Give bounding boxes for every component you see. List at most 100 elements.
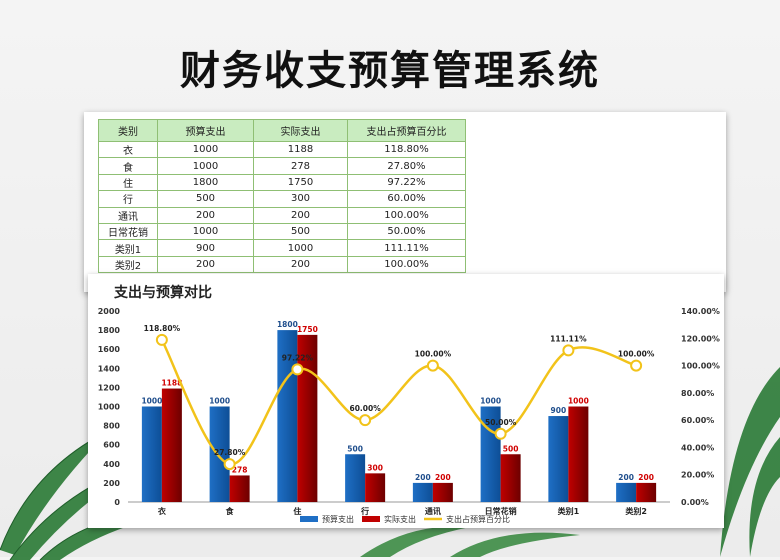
percent-data-label: 27.80% xyxy=(214,448,246,457)
table-row: 食 1000 278 27.80% xyxy=(98,157,466,175)
budget-data-label: 1800 xyxy=(277,320,298,329)
row-actual: 1750 xyxy=(253,173,348,192)
percent-data-label: 60.00% xyxy=(350,404,382,413)
row-percent: 100.00% xyxy=(347,255,466,274)
percent-data-label: 118.80% xyxy=(144,324,181,333)
actual-bar xyxy=(636,482,657,502)
row-category: 类别1 xyxy=(98,239,158,257)
actual-bar xyxy=(432,482,453,502)
row-category: 住 xyxy=(98,173,158,192)
header-actual: 实际支出 xyxy=(253,119,348,142)
row-actual: 500 xyxy=(253,222,348,241)
x-axis-category-label: 衣 xyxy=(158,506,166,516)
y-axis-tick-label: 800 xyxy=(103,422,120,431)
legend-swatch xyxy=(300,516,318,522)
y-axis-tick-label: 2000 xyxy=(98,307,121,316)
chart-card: 支出与预算对比 0 200 400 600 800 1000 1200 1400 1600 1800… xyxy=(88,274,724,528)
row-category: 行 xyxy=(98,190,158,208)
budget-data-label: 1000 xyxy=(480,397,501,406)
row-category: 食 xyxy=(98,157,158,175)
row-category: 日常花销 xyxy=(98,222,158,241)
row-budget: 1000 xyxy=(157,222,254,241)
y2-axis-tick-label: 100.00% xyxy=(681,362,720,371)
legend-label: 预算支出 xyxy=(322,514,354,524)
row-percent: 50.00% xyxy=(347,222,466,241)
percent-data-label: 100.00% xyxy=(415,350,452,359)
actual-data-label: 200 xyxy=(638,473,654,482)
percent-point xyxy=(291,363,304,376)
actual-data-label: 1188 xyxy=(161,379,182,388)
y2-axis-tick-label: 80.00% xyxy=(681,389,714,398)
x-axis-category-label: 食 xyxy=(226,506,235,516)
actual-data-label: 300 xyxy=(367,463,383,472)
actual-bar xyxy=(568,406,589,502)
x-axis-category-label: 住 xyxy=(293,506,301,516)
legend-swatch xyxy=(362,516,380,522)
row-actual: 1188 xyxy=(253,140,348,159)
actual-data-label: 200 xyxy=(435,473,451,482)
budget-bar xyxy=(616,482,637,502)
actual-bar xyxy=(297,334,318,502)
budget-bar xyxy=(548,416,569,502)
percent-point xyxy=(630,359,643,372)
actual-bar xyxy=(500,454,521,502)
x-axis-category-label: 日常花销 xyxy=(485,506,517,516)
y-axis-tick-label: 1600 xyxy=(98,345,121,354)
header-percent: 支出占预算百分比 xyxy=(347,119,466,142)
actual-bar xyxy=(161,388,182,502)
budget-data-label: 500 xyxy=(347,444,363,453)
budget-data-label: 900 xyxy=(551,406,567,415)
percent-data-label: 50.00% xyxy=(485,418,517,427)
actual-bar xyxy=(229,475,250,502)
percent-point xyxy=(426,359,439,372)
budget-bar xyxy=(209,406,230,502)
budget-data-label: 200 xyxy=(415,473,431,482)
y2-axis-tick-label: 20.00% xyxy=(681,471,714,480)
budget-data-label: 1000 xyxy=(209,397,230,406)
x-axis-category-label: 行 xyxy=(360,506,369,516)
header-category: 类别 xyxy=(98,119,158,142)
percent-point xyxy=(562,344,575,357)
row-percent: 60.00% xyxy=(347,190,466,208)
percent-point xyxy=(155,333,168,346)
percent-point xyxy=(223,458,236,471)
y-axis-tick-label: 400 xyxy=(103,460,120,469)
row-actual: 300 xyxy=(253,190,348,208)
y-axis-tick-label: 1400 xyxy=(98,364,121,373)
percent-data-label: 111.11% xyxy=(550,334,587,343)
legend-label: 支出占预算百分比 xyxy=(446,514,510,524)
row-actual: 1000 xyxy=(253,239,348,257)
y2-axis-tick-label: 60.00% xyxy=(681,416,714,425)
table-row: 类别2 200 200 100.00% xyxy=(98,255,466,274)
legend-label: 实际支出 xyxy=(384,514,416,524)
row-budget: 200 xyxy=(157,255,254,274)
percent-point xyxy=(359,414,372,427)
budget-vs-actual-chart: 支出与预算对比 0 200 400 600 800 1000 1200 1400 1600 1800… xyxy=(98,284,720,524)
percent-data-label: 97.22% xyxy=(282,353,314,362)
y2-axis-tick-label: 40.00% xyxy=(681,443,714,452)
x-axis-category-label: 类别1 xyxy=(558,506,580,516)
budget-bar xyxy=(141,406,162,502)
row-category: 类别2 xyxy=(98,255,158,274)
y-axis-tick-label: 1200 xyxy=(98,383,121,392)
palm-leaf-bottom-decoration xyxy=(360,526,580,557)
page-title: 财务收支预算管理系统 xyxy=(180,48,600,94)
y2-axis-tick-label: 120.00% xyxy=(681,334,720,343)
actual-data-label: 278 xyxy=(232,465,248,474)
row-percent: 100.00% xyxy=(347,206,466,224)
y-axis-tick-label: 1800 xyxy=(98,326,121,335)
row-percent: 97.22% xyxy=(347,173,466,192)
percent-point xyxy=(494,427,507,440)
budget-data-label: 200 xyxy=(618,473,634,482)
actual-bar xyxy=(365,473,386,502)
palm-leaf-right-decoration xyxy=(720,367,780,557)
y-axis-tick-label: 200 xyxy=(103,479,120,488)
table-header-row: 类别 预算支出 实际支出 支出占预算百分比 xyxy=(98,119,466,142)
budget-bar xyxy=(345,454,366,502)
row-actual: 200 xyxy=(253,206,348,224)
table-row: 日常花销 1000 500 50.00% xyxy=(98,222,466,241)
budget-table: 类别 预算支出 实际支出 支出占预算百分比 衣 1000 1188 118.80% 食 1… xyxy=(98,119,466,274)
percent-data-label: 100.00% xyxy=(618,350,655,359)
row-percent: 111.11% xyxy=(347,239,466,257)
budget-bar xyxy=(480,406,501,502)
